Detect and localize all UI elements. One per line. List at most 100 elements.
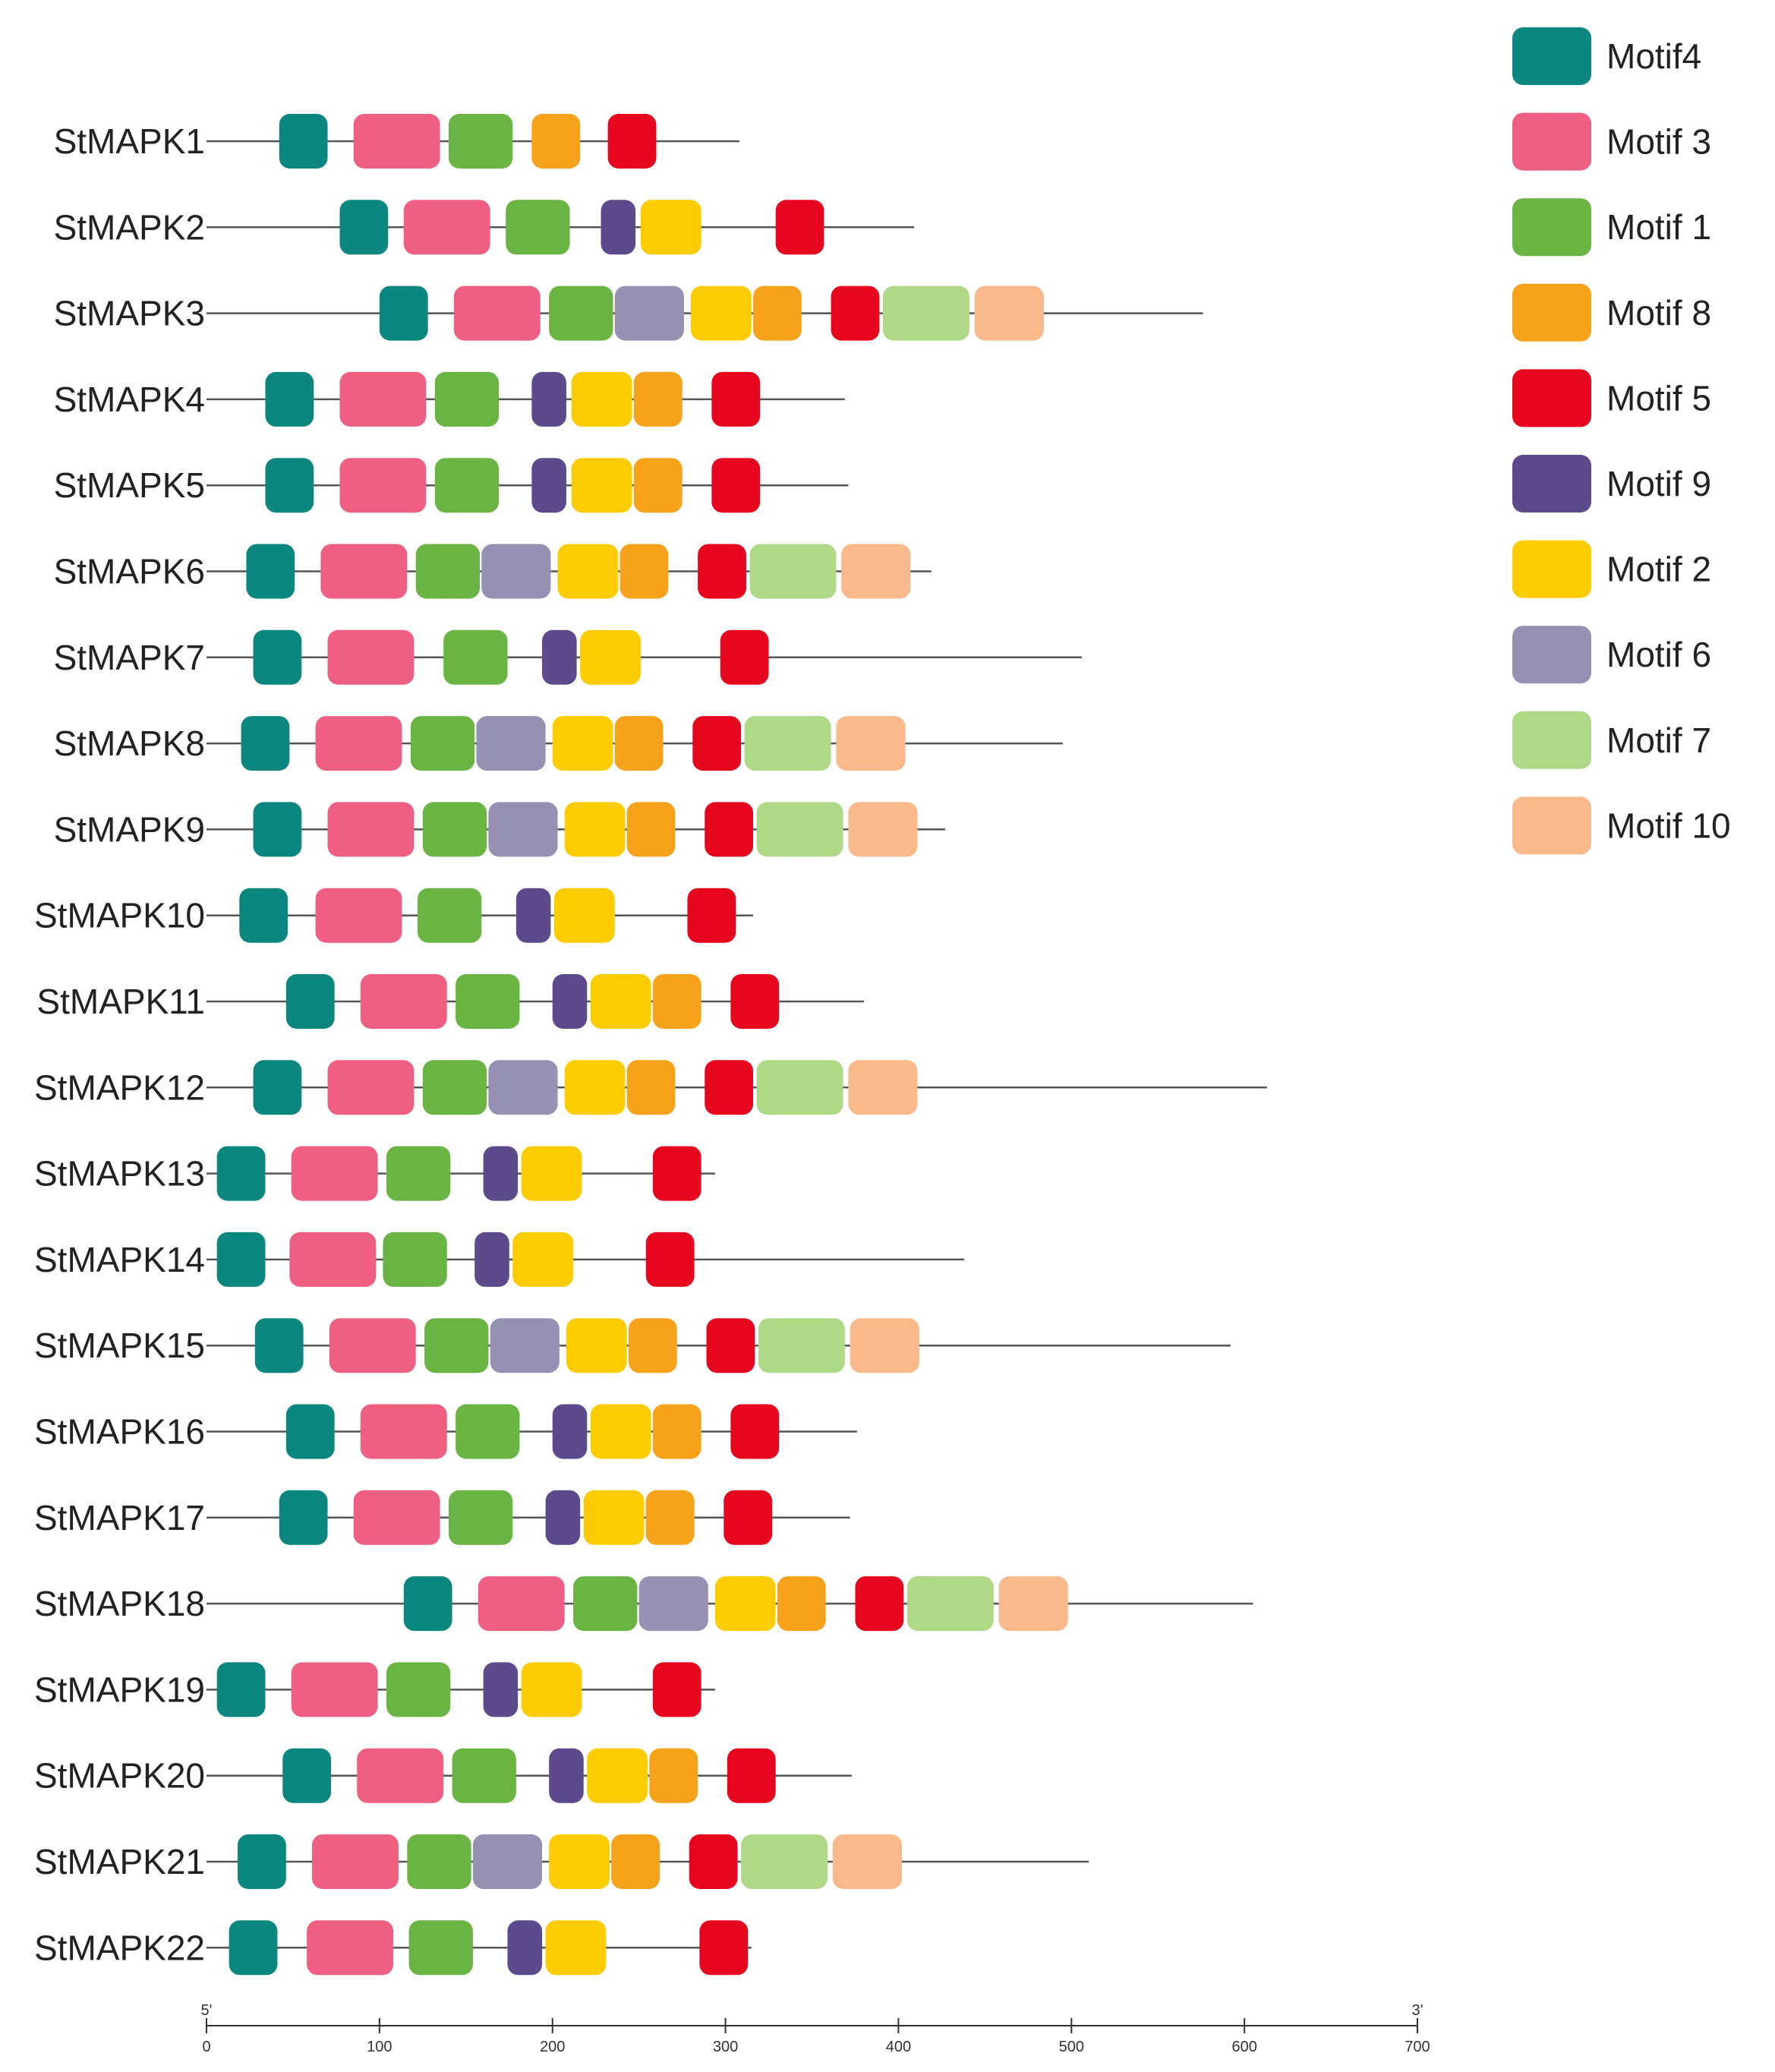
motif-box-m9: [474, 1232, 509, 1287]
motif-box-m3: [339, 371, 427, 427]
motif-box-m3: [291, 1662, 378, 1717]
legend-label: Motif 10: [1606, 806, 1731, 845]
motif-box-m10: [841, 544, 911, 599]
motif-box-m8: [531, 114, 581, 169]
motif-box-m8: [652, 974, 701, 1029]
axis-end-label: 3': [1412, 2002, 1423, 2019]
motif-box-m4: [279, 114, 328, 169]
motif-box-m10: [848, 802, 918, 857]
motif-box-m1: [456, 1404, 520, 1459]
legend-swatch-m7: [1512, 711, 1591, 769]
legend-swatch-m6: [1512, 626, 1591, 684]
axis-tick-label: 500: [1059, 2039, 1084, 2055]
motif-box-m7: [749, 544, 837, 599]
legend-label: Motif 5: [1606, 378, 1711, 418]
legend-swatch-m2: [1512, 540, 1591, 598]
motif-box-m2: [691, 285, 752, 341]
gene-row: StMAPK19: [34, 1662, 715, 1717]
gene-row: StMAPK22: [34, 1920, 752, 1976]
motif-box-m3: [291, 1146, 378, 1201]
motif-legend: Motif4 Motif 3 Motif 1 Motif 8 Motif 5 Motif …: [1512, 27, 1731, 855]
motif-box-m9: [542, 629, 577, 685]
motif-box-m8: [626, 802, 676, 857]
gene-label: StMAPK16: [34, 1412, 205, 1452]
motif-box-m3: [315, 716, 402, 771]
motif-box-m2: [640, 200, 701, 255]
motif-box-m4: [216, 1232, 266, 1287]
motif-box-m8: [753, 285, 802, 341]
motif-box-m8: [628, 1318, 677, 1373]
motif-box-m5: [720, 629, 769, 685]
motif-box-m5: [705, 802, 754, 857]
motif-box-m2: [553, 888, 615, 943]
motif-box-m3: [320, 544, 408, 599]
motif-box-m5: [706, 1318, 755, 1373]
motif-box-m10: [832, 1834, 902, 1889]
motif-box-m2: [571, 371, 632, 427]
motif-box-m5: [730, 1404, 780, 1459]
motif-box-m3: [353, 1490, 440, 1545]
gene-row: StMAPK3: [54, 285, 1203, 341]
motif-box-m5: [775, 200, 824, 255]
motif-box-m4: [403, 1576, 452, 1632]
legend-swatch-m10: [1512, 796, 1591, 855]
motif-box-m7: [744, 716, 831, 771]
motif-box-m2: [587, 1748, 648, 1803]
length-axis: 0 100 200 300 400 500 600 700 5' 3': [201, 2002, 1430, 2055]
motif-box-m9: [545, 1490, 581, 1545]
legend-item: Motif 2: [1512, 540, 1711, 598]
motif-box-m8: [652, 1404, 701, 1459]
motif-box-m8: [614, 716, 664, 771]
motif-box-m5: [711, 458, 761, 513]
legend-item: Motif 7: [1512, 711, 1711, 769]
motif-box-m6: [638, 1576, 708, 1632]
motif-box-m10: [848, 1060, 918, 1115]
motif-box-m10: [974, 285, 1044, 341]
motif-box-m4: [379, 285, 428, 341]
axis-tick-label: 700: [1405, 2039, 1430, 2055]
legend-swatch-m3: [1512, 112, 1591, 171]
motif-box-m8: [633, 371, 683, 427]
gene-label: StMAPK6: [54, 552, 205, 591]
motif-box-m7: [758, 1318, 845, 1373]
motif-box-m9: [531, 371, 566, 427]
motif-box-m3: [360, 974, 447, 1029]
motif-box-m6: [488, 1060, 558, 1115]
axis-ticks: 0 100 200 300 400 500 600 700: [202, 2018, 1430, 2055]
gene-label: StMAPK2: [54, 207, 205, 247]
motif-box-m1: [434, 371, 500, 427]
motif-box-m1: [573, 1576, 638, 1632]
motif-box-m9: [515, 888, 551, 943]
gene-label: StMAPK12: [34, 1068, 205, 1107]
motif-box-m8: [626, 1060, 676, 1115]
motif-box-m3: [478, 1576, 565, 1632]
motif-box-m1: [434, 458, 500, 513]
legend-label: Motif 2: [1606, 550, 1711, 589]
motif-box-m3: [360, 1404, 447, 1459]
legend-label: Motif 3: [1606, 122, 1711, 162]
motif-box-m1: [407, 1834, 471, 1889]
motif-box-m4: [239, 888, 288, 943]
motif-box-m1: [415, 544, 481, 599]
legend-label: Motif 6: [1606, 635, 1711, 674]
gene-row: StMAPK16: [34, 1404, 857, 1459]
motif-box-m8: [633, 458, 683, 513]
motif-box-m9: [552, 1404, 588, 1459]
gene-label: StMAPK8: [54, 724, 205, 763]
legend-swatch-m1: [1512, 198, 1591, 257]
gene-label: StMAPK9: [54, 809, 205, 849]
gene-row: StMAPK15: [34, 1318, 1231, 1373]
motif-box-m3: [357, 1748, 444, 1803]
motif-box-m3: [353, 114, 440, 169]
gene-label: StMAPK18: [34, 1584, 205, 1623]
motif-box-m3: [315, 888, 402, 943]
motif-box-m4: [279, 1490, 328, 1545]
gene-row: StMAPK5: [54, 458, 849, 513]
motif-box-m1: [449, 1490, 513, 1545]
motif-box-m7: [741, 1834, 828, 1889]
legend-item: Motif4: [1512, 27, 1701, 85]
motif-box-m1: [417, 888, 482, 943]
motif-box-m5: [855, 1576, 904, 1632]
motif-box-m6: [476, 716, 546, 771]
motif-box-m4: [246, 544, 295, 599]
